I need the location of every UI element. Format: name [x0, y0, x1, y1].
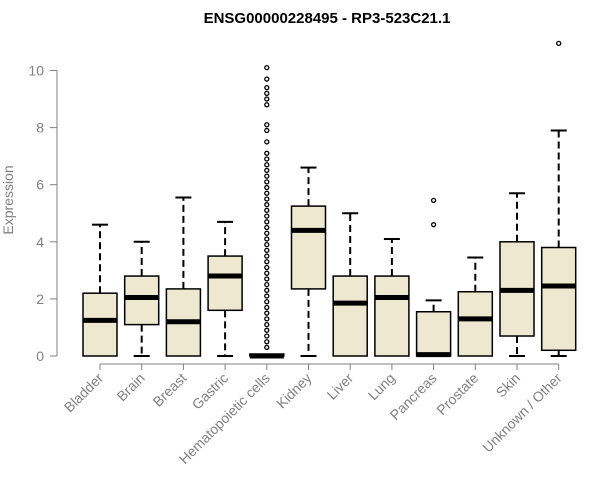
outlier-point — [264, 127, 270, 134]
outlier-point — [264, 179, 270, 185]
x-tick-label: Brain — [113, 370, 147, 404]
outlier-point — [264, 219, 270, 225]
y-axis: 0 2 4 6 8 10 — [28, 63, 58, 364]
outlier-point — [264, 90, 270, 96]
y-tick-label: 8 — [36, 120, 44, 136]
y-tick-label: 0 — [36, 348, 44, 364]
box-bladder — [82, 223, 118, 357]
box-rect — [290, 205, 327, 290]
outlier-point — [264, 259, 270, 265]
box-rect — [374, 275, 410, 357]
x-tick-label: Prostate — [433, 370, 481, 418]
outlier-point — [264, 310, 270, 316]
outlier-point — [264, 213, 270, 219]
y-tick-label: 2 — [36, 291, 44, 307]
x-tick-label: Kidney — [273, 370, 315, 412]
outlier-point — [264, 84, 270, 91]
x-tick-label: Liver — [324, 370, 357, 403]
outlier-point — [264, 287, 270, 293]
box-prostate — [457, 256, 494, 357]
x-tick-label: Bladder — [61, 370, 107, 416]
outlier-point — [264, 339, 270, 345]
outlier-point — [430, 222, 437, 228]
outlier-point — [264, 202, 270, 208]
outlier-point — [264, 316, 270, 322]
outlier-point — [264, 293, 270, 299]
x-tick-label: Lung — [365, 370, 398, 403]
outlier-point — [264, 230, 270, 236]
outlier-point — [264, 156, 270, 162]
outlier-point — [264, 344, 270, 351]
outlier-point — [264, 247, 270, 254]
outlier-point — [264, 122, 270, 128]
outlier-point — [264, 299, 270, 305]
box-rect — [82, 292, 118, 357]
outlier-point — [264, 270, 270, 276]
box-rect — [540, 246, 577, 352]
outlier-point — [264, 253, 270, 259]
outlier-point — [264, 276, 270, 282]
plot-area — [82, 40, 577, 359]
x-tick-label: Breast — [150, 370, 190, 410]
box-lung — [374, 237, 410, 357]
outlier-point — [264, 167, 270, 174]
y-axis-label: Expression — [0, 165, 16, 234]
outlier-point — [264, 224, 270, 231]
box-brain — [123, 240, 160, 357]
outlier-point — [264, 264, 270, 271]
outlier-point — [264, 173, 270, 179]
outlier-point — [264, 150, 270, 156]
outlier-point — [430, 197, 437, 204]
box-skin — [499, 192, 535, 357]
box-rect — [332, 275, 368, 357]
y-tick-label: 4 — [36, 234, 44, 250]
outlier-point — [556, 40, 562, 47]
box-rect — [415, 310, 452, 357]
outlier-point — [264, 184, 270, 191]
y-tick-label: 10 — [28, 63, 44, 79]
outlier-point — [264, 327, 270, 333]
box-kidney — [290, 166, 327, 357]
outlier-point — [264, 64, 270, 71]
box-pancreas — [415, 197, 452, 358]
y-tick-label: 6 — [36, 177, 44, 193]
chart-title: ENSG00000228495 - RP3-523C21.1 — [204, 10, 451, 27]
outlier-point — [264, 190, 270, 196]
outlier-point — [264, 333, 270, 339]
outlier-point — [264, 242, 270, 248]
box-hematopoietic-cells — [249, 64, 285, 359]
box-unknown-other — [540, 40, 577, 357]
outlier-point — [264, 207, 270, 214]
x-tick-label: Skin — [493, 370, 524, 401]
box-liver — [332, 212, 368, 357]
outlier-point — [264, 139, 270, 145]
box-rect — [207, 255, 243, 312]
box-rect — [123, 275, 160, 326]
outlier-point — [264, 196, 270, 202]
box-gastric — [207, 220, 243, 357]
outlier-point — [264, 102, 270, 108]
box-rect — [457, 291, 494, 357]
outlier-point — [264, 281, 270, 288]
outlier-point — [264, 76, 270, 82]
outlier-point — [264, 304, 270, 311]
outlier-point — [264, 236, 270, 242]
outlier-point — [264, 162, 270, 168]
x-tick-label: Unknown / Other — [479, 370, 565, 456]
outlier-point — [264, 321, 270, 328]
outlier-point — [264, 96, 270, 102]
box-breast — [165, 196, 202, 357]
